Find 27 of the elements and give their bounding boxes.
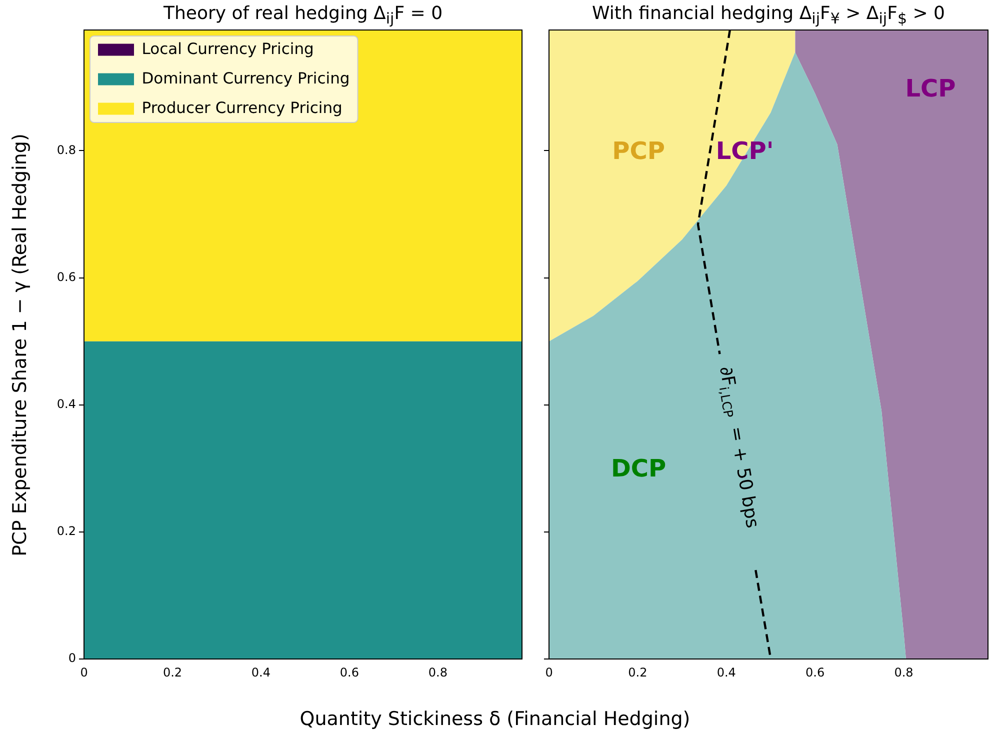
y-axis-title: PCP Expenditure Share 1 − γ (Real Hedging) — [9, 134, 31, 556]
x-axis-title: Quantity Stickiness δ (Financial Hedging) — [298, 708, 692, 730]
x-tick-label: 0.4 — [251, 665, 271, 680]
y-tick-label: 0.4 — [56, 396, 76, 411]
x-tick-label: 0 — [545, 665, 553, 680]
y-tick-label: 0 — [68, 651, 76, 666]
x-tick-label: 0.6 — [806, 665, 825, 680]
annotation: PCP — [612, 136, 665, 165]
y-tick-label: 0.8 — [56, 142, 76, 157]
x-tick-label: 0 — [80, 665, 88, 680]
x-tick-label: 0.8 — [894, 665, 914, 680]
annotation: LCP — [905, 74, 956, 103]
annotation: ∂Fi,LCP = + 50 bps — [715, 364, 763, 530]
annotation: DCP — [610, 454, 666, 483]
x-tick-label: 0.2 — [162, 665, 182, 680]
x-tick-label: 0.2 — [628, 665, 648, 680]
chart-title: With financial hedging Δ$_{ij}$F$_{¥}$ > Δ$_{ij}$F$_{$}$ > 0 — [592, 3, 945, 28]
x-tick-label: 0.8 — [428, 665, 448, 680]
chart-title: Theory of real hedging Δ$_{ij}$F = 0 — [162, 3, 444, 28]
legend-label: Local Currency Pricing — [142, 40, 314, 58]
y-tick-label: 0.6 — [56, 270, 76, 284]
x-tick-label: 0.6 — [340, 665, 359, 680]
x-tick-label: 0.4 — [716, 665, 736, 680]
y-tick-label: 0.2 — [56, 524, 76, 538]
legend-label: Producer Currency Pricing — [142, 98, 342, 117]
annotation: LCP' — [716, 136, 774, 165]
legend-label: Dominant Currency Pricing — [142, 69, 350, 88]
